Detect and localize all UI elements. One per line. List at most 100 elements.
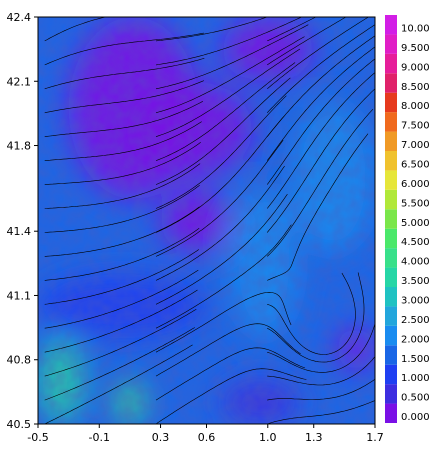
streamline [44, 228, 200, 281]
streamline [155, 165, 285, 281]
streamline [155, 24, 309, 90]
y-tick-label: 41.4 [7, 225, 32, 238]
colorbar-label: 6.000 [401, 179, 430, 190]
streamline [266, 88, 375, 233]
streamline [44, 142, 201, 185]
streamline [266, 46, 375, 161]
colorbar-label: 5.000 [401, 218, 430, 229]
streamline [44, 121, 202, 161]
streamline [155, 347, 306, 401]
streamline [155, 116, 285, 233]
streamline [266, 108, 374, 257]
streamline [155, 77, 291, 185]
x-tick-label: 1.3 [305, 431, 323, 444]
streamline [267, 272, 356, 355]
colorbar-label: 3.000 [401, 296, 430, 307]
streamline [44, 289, 198, 353]
streamline [266, 24, 375, 114]
colorbar-swatch [385, 170, 397, 190]
streamline [155, 194, 288, 305]
colorbar-swatch [385, 112, 397, 132]
streamline [44, 206, 200, 257]
streamline [267, 17, 317, 42]
streamline [44, 308, 197, 377]
colorbar-label: 9.500 [401, 43, 430, 54]
colorbar-label: 0.500 [401, 393, 430, 404]
streamline [266, 35, 375, 137]
colorbar-swatch [385, 209, 397, 229]
streamline [44, 58, 205, 90]
streamline [155, 95, 287, 209]
x-axis: -0.5 -0.1 0.3 0.6 1.0 1.3 1.7 [27, 424, 384, 444]
colorbar-swatch [385, 306, 397, 326]
colorbar-label: 4.500 [401, 237, 430, 248]
x-tick-label: -0.5 [27, 431, 48, 444]
streamline [44, 184, 200, 233]
y-tick-label: 40.8 [7, 354, 32, 367]
streamline [155, 224, 292, 329]
colorbar-label: 1.000 [401, 373, 430, 384]
streamline [156, 17, 160, 18]
colorbar-label: 9.000 [401, 62, 430, 73]
x-tick-label: 1.7 [366, 431, 384, 444]
colorbar-label: 2.000 [401, 334, 430, 345]
x-tick-label: 1.0 [259, 431, 277, 444]
y-axis: 40.5 40.8 41.1 41.4 41.8 42.1 42.4 [7, 11, 38, 431]
streamline [266, 58, 375, 185]
streamline [44, 249, 199, 305]
streamline [267, 133, 369, 281]
colorbar-swatch [385, 73, 397, 93]
streamline [155, 48, 301, 137]
colorbar-swatch [385, 151, 397, 171]
streamline [155, 139, 284, 257]
plot-area [37, 16, 376, 425]
streamline [155, 368, 307, 424]
colorbar-swatch [385, 287, 397, 307]
colorbar-swatch [385, 228, 397, 249]
colorbar-swatch [385, 267, 397, 287]
streamline [44, 327, 195, 401]
colorbar-swatch [385, 53, 397, 74]
colorbar-label: 3.500 [401, 276, 430, 287]
streamline [44, 344, 193, 424]
colorbar: 0.000 0.500 1.000 1.500 2.000 2.500 3.000 3.500… [385, 15, 430, 423]
colorbar-label: 7.500 [401, 121, 430, 132]
colorbar-label: 10.00 [401, 24, 430, 35]
colorbar-swatch [385, 34, 397, 54]
x-tick-label: -0.1 [89, 431, 110, 444]
texture-overlay [38, 17, 375, 424]
streamline [155, 17, 269, 42]
streamline [267, 17, 269, 18]
y-tick-label: 40.5 [7, 418, 32, 431]
streamline [44, 101, 203, 137]
colorbar-label: 8.500 [401, 82, 430, 93]
x-tick-label: 0.3 [152, 431, 170, 444]
streamlines [44, 17, 375, 424]
streamline [44, 269, 199, 329]
colorbar-label: 1.500 [401, 354, 430, 365]
colorbar-label: 0.000 [401, 412, 430, 423]
colorbar-swatch [385, 131, 397, 151]
streamline [44, 17, 108, 42]
y-tick-label: 41.1 [7, 289, 32, 302]
colorbar-swatch [385, 92, 397, 113]
streamline [267, 17, 347, 66]
streamline [155, 17, 303, 66]
streamline [267, 400, 375, 424]
colorbar-label: 6.500 [401, 160, 430, 171]
streamline [155, 62, 296, 161]
colorbar-swatch [385, 325, 397, 346]
colorbar-label: 2.500 [401, 315, 430, 326]
streamline [155, 36, 305, 114]
colorbar-swatch [385, 403, 397, 423]
colorbar-swatch [385, 15, 397, 35]
streamline [266, 72, 375, 209]
colorbar-swatch [385, 364, 397, 385]
streamline [267, 378, 375, 401]
streamline [267, 356, 375, 386]
streamline [44, 32, 204, 66]
y-tick-label: 41.8 [7, 140, 32, 153]
colorbar-swatch [385, 384, 397, 404]
colorbar-label: 7.000 [401, 140, 430, 151]
